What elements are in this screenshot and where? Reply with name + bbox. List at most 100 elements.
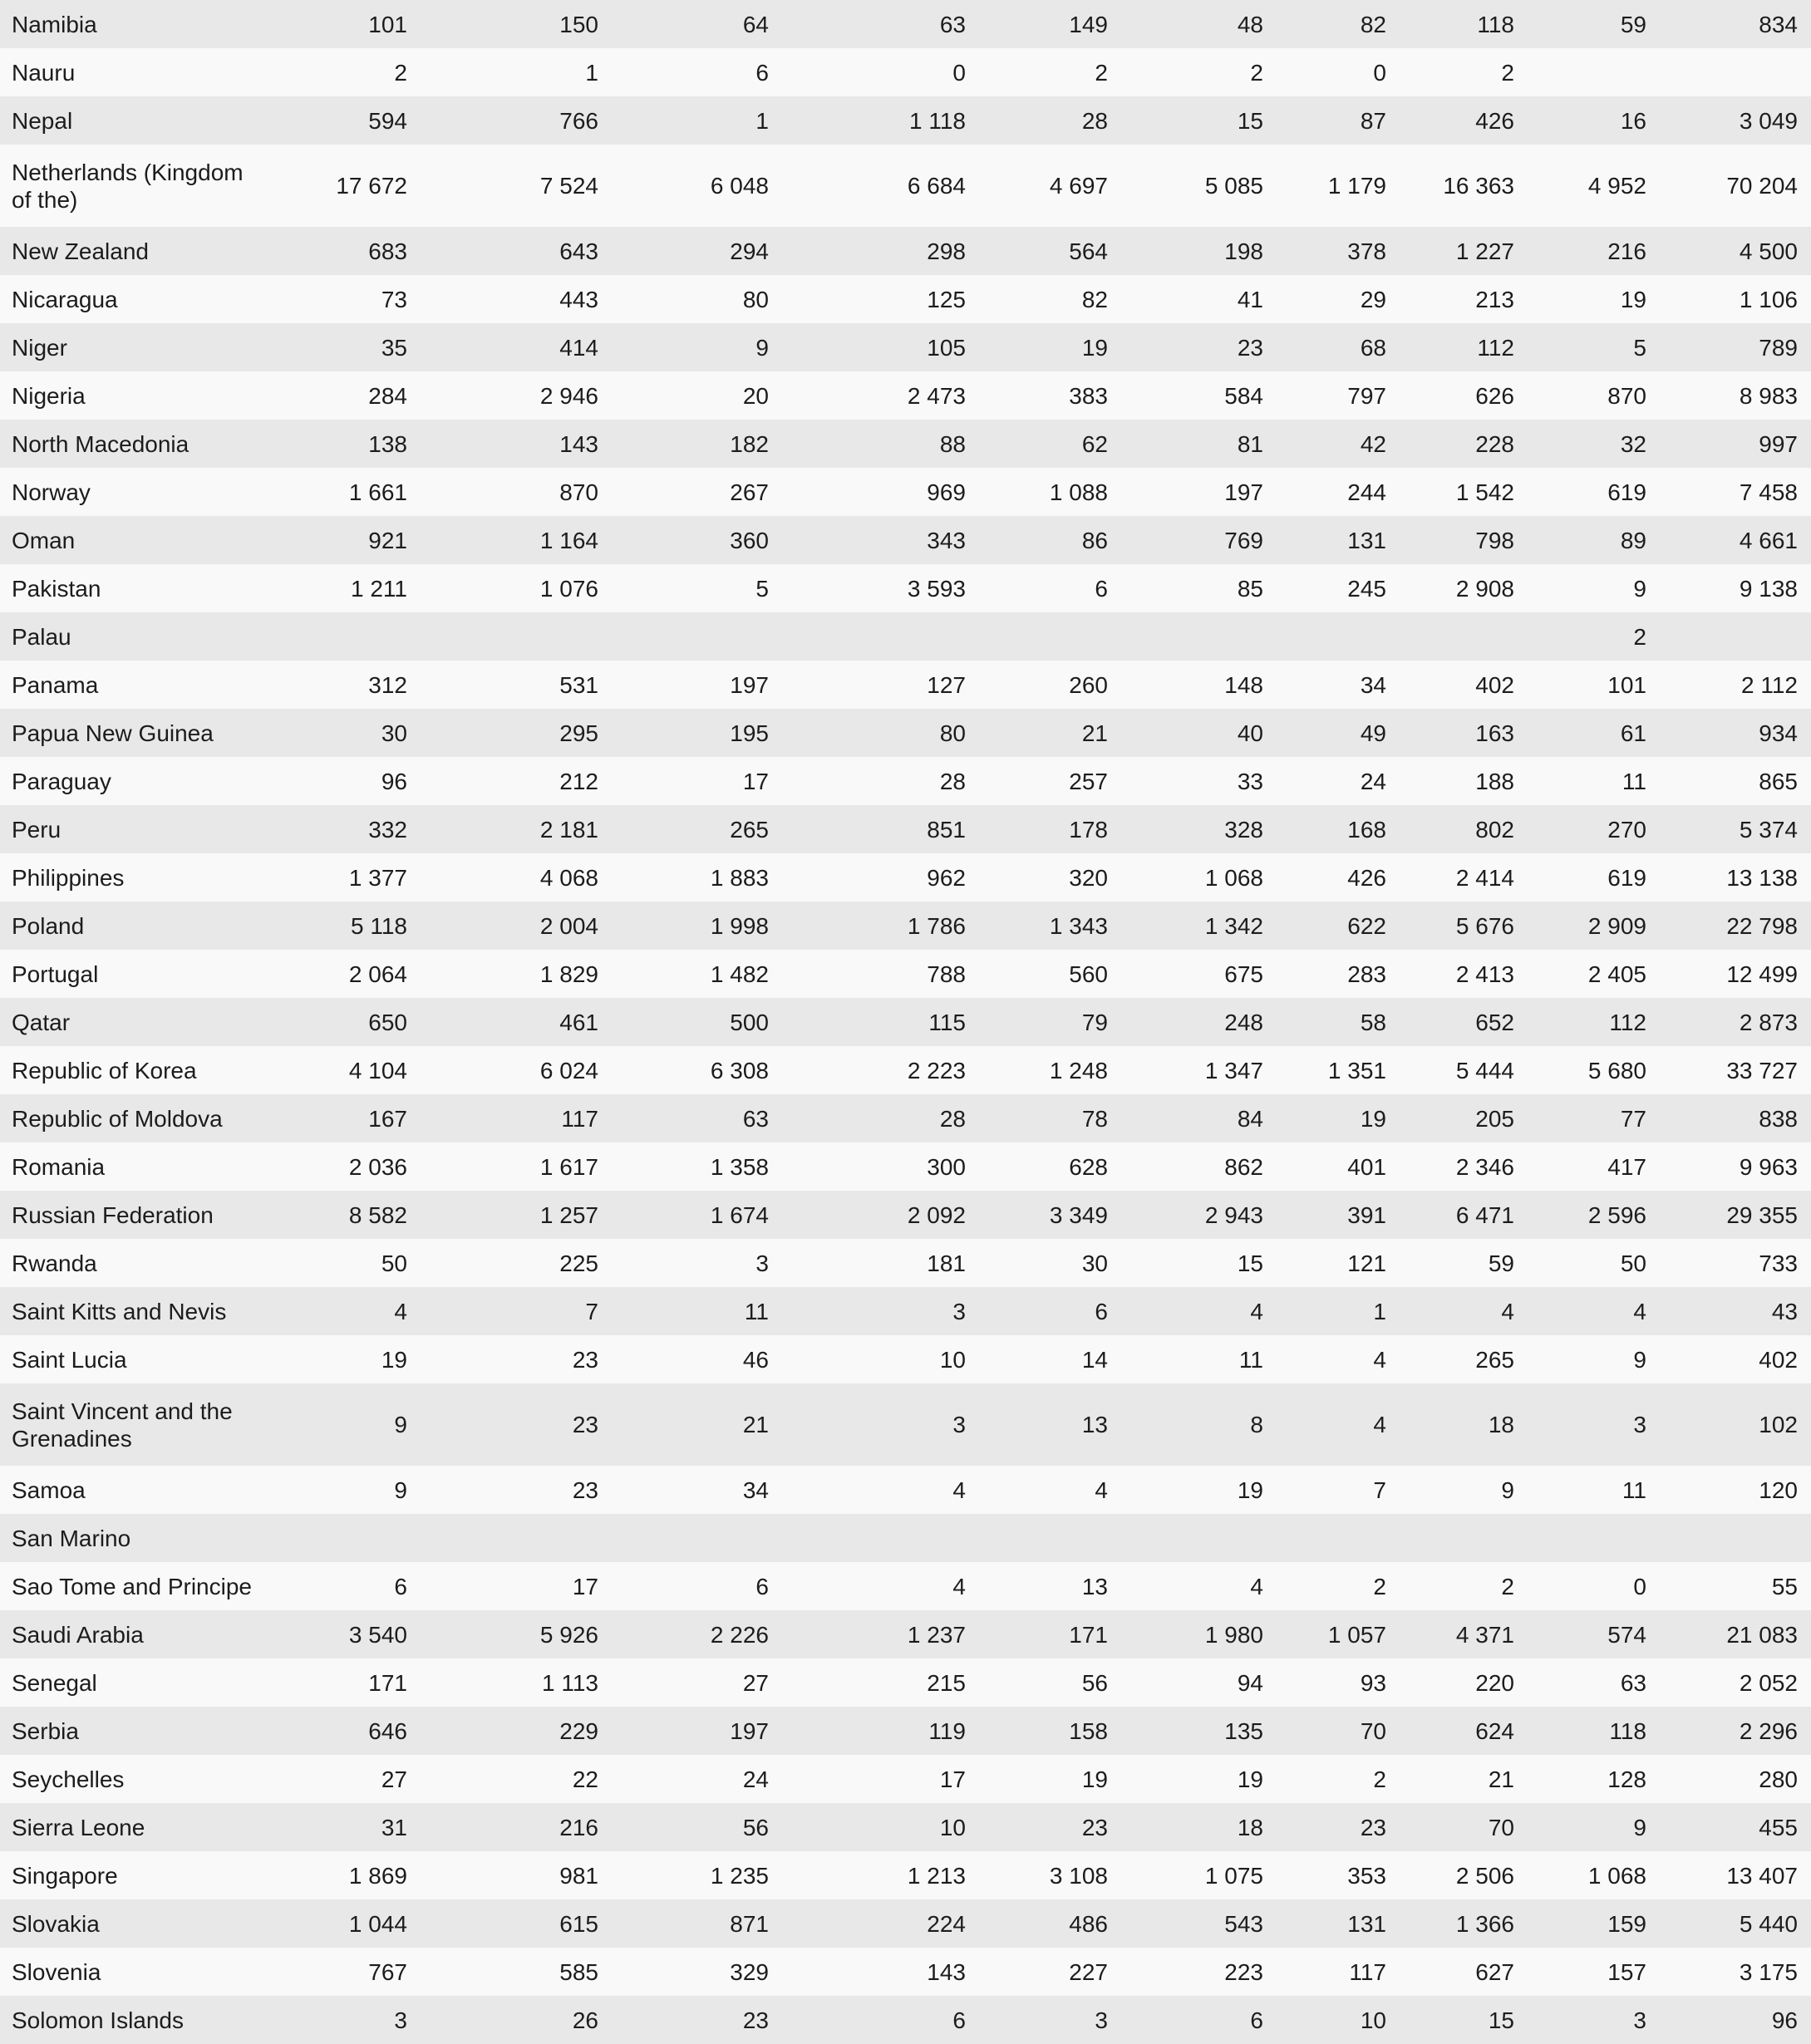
value-cell: 417: [1607, 1153, 1646, 1180]
value-cell: 1 179: [1327, 173, 1386, 199]
value-cell: 19: [381, 1346, 407, 1373]
table-row: Philippines 1 377 4 068 1 883 962 320 1 068 426…: [0, 853, 1811, 902]
value-cell: 486: [1069, 1910, 1108, 1937]
value-cell: 131: [1347, 1910, 1386, 1937]
country-label: Republic of Moldova: [12, 1105, 223, 1132]
value-cell: 3 540: [348, 1621, 407, 1648]
value-cell: 2: [1373, 1766, 1386, 1792]
value-cell: 21 083: [1726, 1621, 1798, 1648]
value-cell: 2 473: [907, 382, 966, 409]
value-cell: 2 064: [348, 961, 407, 987]
value-cell: 10: [939, 1346, 966, 1373]
value-cell: 1 075: [1204, 1862, 1263, 1889]
value-cell: 443: [559, 286, 598, 312]
value-cell: 6: [755, 1573, 769, 1599]
value-cell: 3 593: [907, 575, 966, 602]
country-label: Nicaragua: [12, 286, 118, 312]
table-row: San Marino: [0, 1514, 1811, 1562]
value-cell: 30: [381, 720, 407, 746]
value-cell: 81: [1237, 430, 1263, 457]
value-cell: 12 499: [1726, 961, 1798, 987]
country-label: Rwanda: [12, 1250, 97, 1276]
value-cell: 43: [1771, 1298, 1798, 1324]
table-row: Romania 2 036 1 617 1 358 300 628 862 401 2 346 4…: [0, 1142, 1811, 1191]
value-cell: 267: [730, 479, 769, 505]
value-cell: 29: [1360, 286, 1386, 312]
value-cell: 1 980: [1204, 1621, 1263, 1648]
value-cell: 4 104: [348, 1057, 407, 1083]
value-cell: 4 068: [539, 864, 598, 891]
value-cell: 8 582: [348, 1201, 407, 1228]
value-cell: 683: [368, 238, 407, 264]
value-cell: 9: [1633, 1346, 1646, 1373]
value-cell: 19: [1360, 1105, 1386, 1132]
table-row: Niger 35 414 9 105 19 23 68 112 5 789: [0, 323, 1811, 371]
value-cell: 2 223: [907, 1057, 966, 1083]
value-cell: 9: [394, 1412, 407, 1437]
value-cell: 2 226: [710, 1621, 769, 1648]
value-cell: 585: [559, 1958, 598, 1985]
value-cell: 1 869: [348, 1862, 407, 1889]
value-cell: 4 952: [1587, 173, 1646, 199]
country-label: Namibia: [12, 11, 97, 37]
value-cell: 197: [730, 671, 769, 698]
country-label: Portugal: [12, 961, 99, 987]
value-cell: [1263, 1514, 1386, 1562]
table-row: Pakistan 1 211 1 076 5 3 593 6 85 245 2 908 9 9 13…: [0, 564, 1811, 612]
value-cell: 4: [1633, 1298, 1646, 1324]
value-cell: 112: [1477, 334, 1514, 361]
value-cell: 981: [559, 1862, 598, 1889]
value-cell: 401: [1347, 1153, 1386, 1180]
value-cell: 178: [1069, 816, 1108, 843]
value-cell: 865: [1759, 768, 1798, 794]
value-cell: 5 440: [1739, 1910, 1798, 1937]
value-cell: 5 676: [1455, 912, 1514, 939]
value-cell: 7: [1373, 1476, 1386, 1503]
value-cell: 675: [1224, 961, 1263, 987]
value-cell: 1 068: [1204, 864, 1263, 891]
value-cell: 115: [928, 1009, 966, 1035]
value-cell: 229: [559, 1717, 598, 1744]
value-cell: 68: [1360, 334, 1386, 361]
value-cell: 312: [368, 671, 407, 698]
value-cell: 332: [368, 816, 407, 843]
value-cell: 646: [368, 1717, 407, 1744]
value-cell: [1646, 612, 1811, 661]
value-cell: 119: [928, 1717, 966, 1744]
value-cell: 8: [1250, 1412, 1263, 1437]
value-cell: 182: [730, 430, 769, 457]
value-cell: 3 175: [1739, 1958, 1798, 1985]
value-cell: 19: [1081, 1766, 1108, 1792]
value-cell: 5 118: [351, 912, 407, 939]
table-row: Russian Federation 8 582 1 257 1 674 2 092 3 …: [0, 1191, 1811, 1239]
country-label: Niger: [12, 334, 67, 361]
table-row: Slovakia 1 044 615 871 224 486 543 131 1 366 159 5…: [0, 1899, 1811, 1948]
country-label: Saint Lucia: [12, 1346, 127, 1373]
value-cell: 4: [1250, 1298, 1263, 1324]
value-cell: 215: [927, 1669, 966, 1696]
value-cell: 1 113: [542, 1669, 598, 1696]
value-cell: 3: [1095, 2007, 1108, 2033]
value-cell: 628: [1069, 1153, 1108, 1180]
value-cell: 197: [730, 1717, 769, 1744]
value-cell: 158: [1069, 1717, 1108, 1744]
value-cell: 17 672: [336, 173, 407, 199]
value-cell: 1 786: [907, 912, 966, 939]
value-cell: 802: [1475, 816, 1514, 843]
value-cell: 1 211: [351, 575, 407, 602]
value-cell: 77: [1620, 1105, 1646, 1132]
value-cell: 2: [1501, 59, 1514, 86]
value-cell: 11: [1622, 1476, 1646, 1503]
value-cell: 643: [559, 238, 598, 264]
value-cell: 2: [1095, 59, 1108, 86]
table-row: Palau 2: [0, 612, 1811, 661]
value-cell: 244: [1347, 479, 1386, 505]
value-cell: 1 661: [348, 479, 407, 505]
value-cell: 105: [927, 334, 966, 361]
value-cell: 220: [1475, 1669, 1514, 1696]
table-row: North Macedonia 138 143 182 88 62 81 42 228 32 997: [0, 420, 1811, 468]
value-cell: 2: [1501, 1573, 1514, 1599]
value-cell: 167: [368, 1105, 407, 1132]
value-cell: 50: [1620, 1250, 1646, 1276]
value-cell: 13: [1081, 1412, 1108, 1437]
